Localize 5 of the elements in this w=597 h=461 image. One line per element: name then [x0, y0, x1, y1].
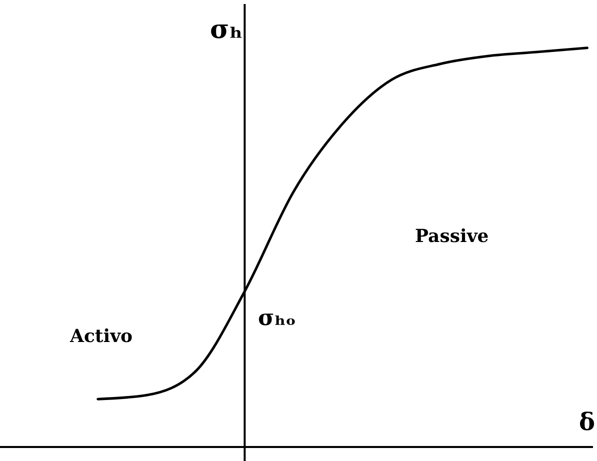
- y-axis-title: σₕ: [210, 15, 243, 45]
- annotation: Activo: [69, 326, 133, 347]
- annotation: Passive: [415, 226, 489, 247]
- x-axis-title: δ: [579, 407, 596, 436]
- annotation: σₕₒ: [258, 305, 296, 331]
